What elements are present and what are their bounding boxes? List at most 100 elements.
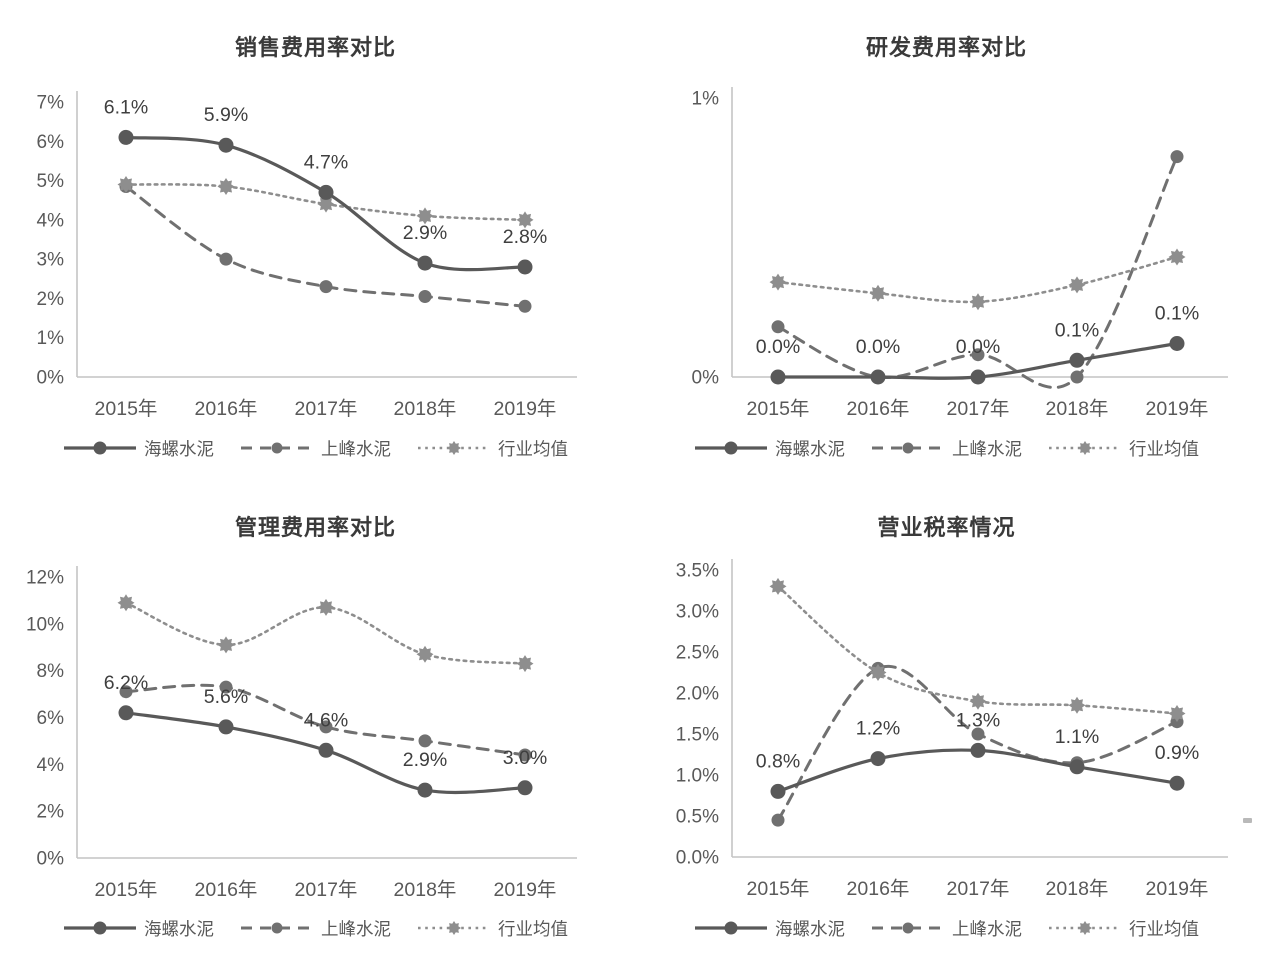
legend-item: 上峰水泥 (871, 436, 1022, 461)
series-marker-star (769, 577, 787, 595)
y-tick-label: 4% (37, 755, 65, 776)
data-label: 5.6% (204, 686, 248, 708)
x-tick-label: 2019年 (494, 398, 557, 420)
legend-item: 行业均值 (417, 436, 568, 461)
x-tick-label: 2018年 (394, 398, 457, 420)
y-tick-label: 2.5% (676, 643, 719, 664)
series-marker-star (416, 207, 434, 225)
data-label: 6.2% (104, 672, 148, 694)
legend-item: 海螺水泥 (63, 436, 214, 461)
legend: 海螺水泥 上峰水泥 行业均值 (0, 914, 631, 942)
legend-sample-dotted (1049, 921, 1121, 935)
legend-label: 上峰水泥 (321, 918, 391, 939)
legend-sample-dotted (1049, 441, 1121, 455)
legend-item: 海螺水泥 (694, 916, 845, 941)
legend-item: 上峰水泥 (240, 436, 391, 461)
legend-marker-star (1078, 441, 1092, 455)
data-label: 0.1% (1155, 303, 1199, 325)
series-marker-star (1068, 696, 1086, 714)
series-marker (1170, 150, 1184, 164)
legend-label: 行业均值 (1129, 918, 1199, 939)
x-tick-label: 2019年 (494, 879, 557, 901)
series-marker (1069, 759, 1085, 775)
series-marker-star (1168, 248, 1186, 266)
series-marker-star (769, 273, 787, 291)
data-label: 5.9% (204, 104, 248, 126)
series-marker-star (516, 655, 534, 673)
plot-area: 0% 1% 2% 3% 4% 5% 6% 7% 2015年 2016年 2017年 2018年 2019… (37, 91, 577, 420)
chart-sales-expense-ratio: 销售费用率对比 0% 1% 2% 3% 4% 5% 6% 7% 2015年 2016年 2017年 2… (0, 0, 631, 480)
legend-sample-dotted (418, 441, 490, 455)
series-marker (971, 348, 985, 362)
series-marker (518, 299, 532, 313)
series-marker (417, 255, 433, 271)
data-label: 2.9% (403, 222, 447, 244)
x-tick-label: 2015年 (95, 879, 158, 901)
legend-sample-dashed (241, 442, 313, 454)
legend-sample-solid (695, 921, 767, 935)
y-tick-label: 3.0% (676, 602, 719, 623)
y-tick-label: 4% (37, 210, 65, 231)
data-label: 0.9% (1155, 742, 1199, 764)
legend-sample-solid (64, 441, 136, 455)
series-marker (218, 719, 234, 735)
data-label: 0.1% (1055, 319, 1099, 341)
series-marker (319, 720, 333, 734)
data-label: 1.1% (1055, 726, 1099, 748)
legend-label: 上峰水泥 (321, 438, 391, 459)
series-line-dashed (776, 664, 1179, 822)
legend-marker-star (447, 441, 461, 455)
series-marker (970, 742, 986, 758)
x-tick-label: 2017年 (947, 878, 1010, 900)
y-tick-label: 6% (37, 708, 65, 729)
series-marker (118, 129, 134, 145)
series-marker-star (117, 594, 135, 612)
series-marker-star (317, 195, 335, 213)
series-marker (971, 727, 985, 741)
series-marker (870, 751, 886, 767)
x-tick-label: 2017年 (295, 398, 358, 420)
y-tick-label: 1.0% (676, 766, 719, 787)
y-tick-label: 0.5% (676, 807, 719, 828)
legend-marker (271, 442, 283, 454)
data-label: 0.8% (756, 750, 800, 772)
data-label: 3.0% (503, 747, 547, 769)
series-marker (119, 685, 133, 699)
y-tick-label: 10% (26, 614, 64, 635)
plot-area: 0% 1% 2015年 2016年 2017年 2018年 2019年 0.0% 0.0% 0.0… (692, 87, 1228, 420)
legend-sample-dashed (241, 922, 313, 934)
legend-label: 行业均值 (1129, 438, 1199, 459)
data-label: 0.0% (856, 336, 900, 358)
legend-item: 行业均值 (1048, 436, 1199, 461)
legend-sample-dotted (418, 921, 490, 935)
x-tick-label: 2016年 (195, 398, 258, 420)
y-tick-label: 1% (37, 328, 65, 349)
series-marker (417, 782, 433, 798)
series-marker (318, 184, 334, 200)
x-tick-label: 2015年 (747, 878, 810, 900)
y-tick-label: 7% (37, 93, 65, 114)
series-marker (517, 259, 533, 275)
legend-marker (902, 922, 914, 934)
plot-area: 0% 2% 4% 6% 8% 10% 12% 2015年 2016年 2017年 2018年 2019… (26, 566, 577, 901)
legend-marker (724, 921, 738, 935)
legend-label: 行业均值 (498, 438, 568, 459)
legend-marker (271, 922, 283, 934)
y-tick-label: 2% (37, 802, 65, 823)
series-marker (219, 252, 233, 266)
legend-item: 上峰水泥 (871, 916, 1022, 941)
x-tick-label: 2015年 (747, 398, 810, 420)
legend-label: 上峰水泥 (952, 918, 1022, 939)
x-tick-label: 2016年 (847, 398, 910, 420)
legend-marker-star (447, 921, 461, 935)
legend-label: 海螺水泥 (144, 918, 214, 939)
series-marker (1070, 370, 1084, 384)
legend-item: 上峰水泥 (240, 916, 391, 941)
series-marker (770, 783, 786, 799)
legend-label: 行业均值 (498, 918, 568, 939)
y-tick-label: 0% (37, 368, 65, 389)
series-marker-star (869, 284, 887, 302)
x-tick-label: 2016年 (847, 878, 910, 900)
x-tick-label: 2016年 (195, 879, 258, 901)
